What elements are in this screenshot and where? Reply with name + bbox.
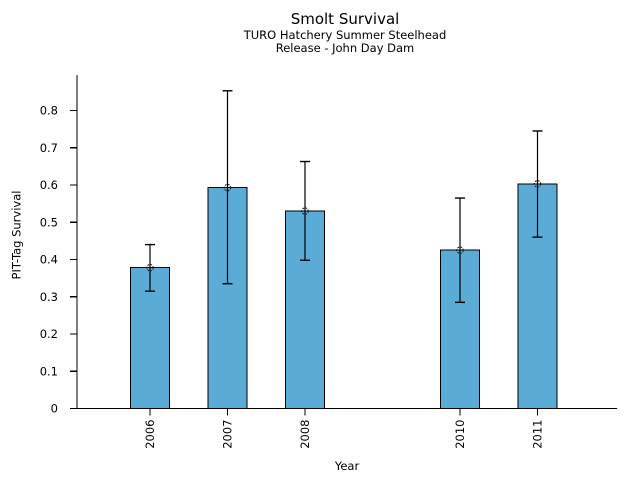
x-tick-label-2008: 2008	[298, 420, 312, 449]
y-tick-label-0.7: 0.7	[40, 141, 58, 155]
y-axis-title: PIT-Tag Survival	[9, 190, 24, 280]
y-tick-label-0.1: 0.1	[40, 364, 58, 378]
marker-2011	[533, 180, 542, 188]
marker-2008	[301, 207, 309, 215]
marker-2010	[456, 246, 464, 254]
y-tick-label-0.6: 0.6	[40, 178, 58, 192]
y-tick-label-0.4: 0.4	[40, 253, 58, 267]
x-tick-label-2011: 2011	[531, 420, 545, 449]
chart-title: Smolt Survival	[290, 10, 400, 28]
chart-subtitle-line2: Release - John Day Dam	[275, 40, 415, 55]
x-tick-label-2007: 2007	[221, 420, 235, 449]
y-tick-label-0.8: 0.8	[40, 104, 58, 118]
x-axis-title: Year	[334, 459, 360, 473]
y-tick-label-0: 0	[51, 402, 58, 416]
y-tick-label-0.3: 0.3	[40, 290, 58, 304]
x-tick-label-2006: 2006	[143, 420, 157, 449]
marker-2007	[223, 183, 232, 192]
y-tick-label-0.5: 0.5	[40, 215, 58, 229]
chart-subtitle-line1: TURO Hatchery Summer Steelhead	[243, 28, 447, 42]
y-tick-label-0.2: 0.2	[40, 327, 58, 341]
x-tick-label-2010: 2010	[453, 420, 467, 449]
marker-2006	[146, 263, 154, 272]
